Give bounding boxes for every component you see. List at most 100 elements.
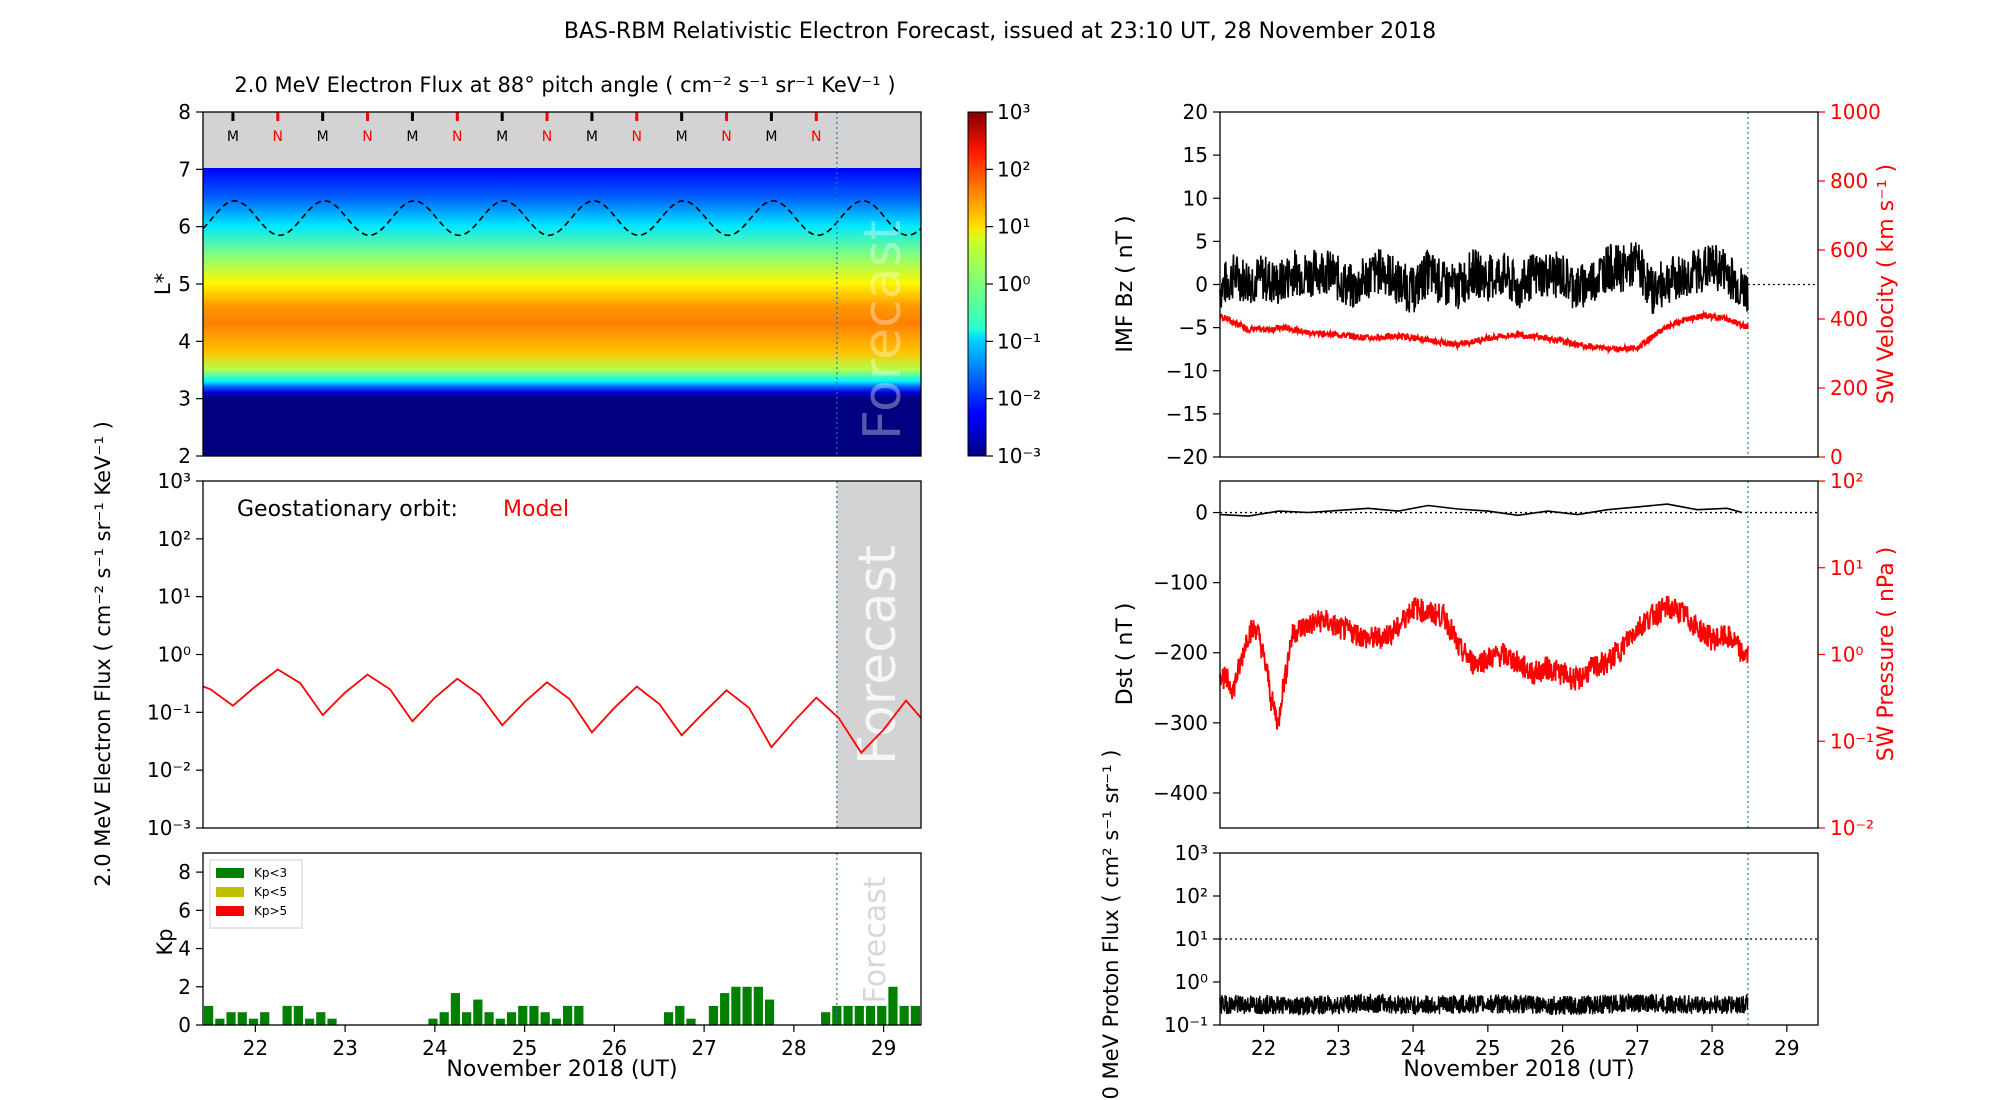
imf-y-tick-label: 0 (1195, 273, 1208, 297)
kp-bar (720, 993, 730, 1025)
sw-pressure-y-tick-label: 10¹ (1830, 556, 1863, 580)
lstar-y-tick-label: 3 (178, 387, 191, 411)
colorbar-tick-label: 10⁻¹ (997, 329, 1041, 353)
kp-bar (764, 999, 775, 1025)
lstar-above-boundary (203, 112, 921, 168)
imf-y-label: IMF Bz ( nT ) (1113, 215, 1138, 352)
kp-bar (877, 1005, 887, 1025)
kp-x-tick-label: 24 (422, 1036, 447, 1060)
kp-bar (731, 986, 741, 1025)
imf-frame (1219, 111, 1819, 458)
kp-x-tick-label: 26 (602, 1036, 627, 1060)
kp-bar (574, 1005, 584, 1025)
lstar-y-tick-label: 8 (178, 100, 191, 124)
sw-velocity-y-tick-label: 0 (1830, 445, 1843, 469)
proton-y-tick-label: 10² (1175, 884, 1208, 908)
sw-velocity-y-tick-label: 1000 (1830, 100, 1881, 124)
proton-x-tick-label: 28 (1699, 1036, 1724, 1060)
geo-orbit-label: Geostationary orbit: (237, 497, 458, 522)
kp-bar (506, 1012, 517, 1025)
kp-bar (226, 1012, 236, 1025)
dst-y-tick-label: −400 (1153, 781, 1208, 805)
kp-y-ticks: 0 2 4 6 8 (178, 860, 203, 1037)
kp-bars (204, 986, 920, 1025)
dst-y-tick-label: −300 (1153, 711, 1208, 735)
geo-panel: Forecast Geostationary orbit: Model 10⁻³… (91, 421, 922, 887)
imf-y-tick-label: −20 (1166, 445, 1208, 469)
kp-bar (260, 1012, 270, 1025)
kp-bar (450, 993, 461, 1025)
kp-bar (675, 1005, 685, 1025)
kp-bar (832, 1005, 842, 1025)
sw-pressure-y-tick-label: 10⁻² (1830, 816, 1874, 840)
lstar-y-tick-label: 2 (178, 444, 191, 468)
proton-y-tick-label: 10¹ (1175, 927, 1208, 951)
kp-bar (742, 986, 752, 1025)
geo-y-label: 2.0 MeV Electron Flux ( cm⁻² s⁻¹ sr⁻¹ Ke… (91, 421, 115, 887)
dst-y-ticks: −400 −300 −200 −100 0 (1153, 501, 1220, 805)
kp-legend-swatch-mid (216, 887, 244, 897)
kp-x-label: November 2018 (UT) (446, 1057, 677, 1082)
colorbar-tick-label: 10⁻³ (997, 444, 1041, 468)
kp-bar (686, 1018, 696, 1025)
proton-y-tick-label: 10⁻¹ (1164, 1013, 1208, 1037)
sw-velocity-line (1219, 309, 1749, 355)
proton-x-tick-label: 24 (1400, 1036, 1425, 1060)
proton-x-tick-label: 27 (1625, 1036, 1650, 1060)
kp-bar (910, 1005, 920, 1025)
sw-velocity-y-tick-label: 600 (1830, 238, 1868, 262)
mn-marker-label: N (811, 129, 821, 145)
kp-y-tick-label: 4 (178, 937, 191, 961)
geo-y-ticks: 10⁻³ 10⁻² 10⁻¹ 10⁰ 10¹ 10² 10³ (147, 469, 203, 840)
sw-pressure-y-tick-label: 10⁻¹ (1830, 729, 1874, 753)
sw-velocity-y-tick-label: 400 (1830, 307, 1868, 331)
lstar-y-label: L* (151, 273, 175, 295)
kp-bar (529, 1005, 539, 1025)
geo-y-tick-label: 10⁻¹ (147, 700, 191, 724)
geo-y-tick-label: 10² (158, 527, 191, 551)
lstar-y-ticks: 2 3 4 5 6 7 8 (178, 100, 203, 468)
dst-y-tick-label: −200 (1153, 641, 1208, 665)
sw-pressure-y-ticks: 10⁻² 10⁻¹ 10⁰ 10¹ 10² (1818, 469, 1874, 840)
lstar-heatmap (203, 168, 921, 456)
kp-legend: Kp<3 Kp<5 Kp>5 (209, 859, 303, 929)
mn-marker-label: N (273, 129, 283, 145)
geo-y-tick-label: 10¹ (158, 585, 191, 609)
imf-y-tick-label: −10 (1166, 359, 1208, 383)
proton-y-label: >10 MeV Proton Flux ( cm² s⁻¹ sr⁻¹ ) (1099, 750, 1123, 1100)
geo-forecast-shade (836, 481, 921, 828)
kp-legend-label-low: Kp<3 (254, 866, 287, 880)
mn-marker-label: M (765, 129, 777, 145)
geo-flux-line (202, 668, 922, 755)
imf-y-tick-label: −5 (1179, 316, 1208, 340)
mn-marker-label: M (406, 129, 418, 145)
kp-bar (327, 1018, 337, 1025)
kp-forecast-label: Forecast (858, 876, 893, 1003)
kp-y-label: Kp (153, 928, 177, 955)
lstar-title: 2.0 MeV Electron Flux at 88° pitch angle… (234, 73, 895, 97)
sw-pressure-y-label: SW Pressure ( nPa ) (1874, 547, 1899, 762)
proton-y-ticks: 10⁻¹ 10⁰ 10¹ 10² 10³ (1164, 841, 1220, 1037)
geo-y-tick-label: 10⁰ (158, 643, 191, 667)
proton-x-tick-label: 25 (1475, 1036, 1500, 1060)
kp-bar (439, 1012, 449, 1025)
kp-bar (248, 1018, 259, 1025)
mn-marker-label: M (317, 129, 329, 145)
kp-bar (899, 1005, 909, 1025)
mn-marker-label: N (542, 129, 552, 145)
kp-bar (843, 1005, 853, 1025)
figure-title: BAS-RBM Relativistic Electron Forecast, … (564, 19, 1436, 44)
mn-marker-label: N (721, 129, 731, 145)
geo-frame (202, 480, 922, 829)
sw-velocity-y-tick-label: 200 (1830, 376, 1868, 400)
magnetopause-line (202, 200, 922, 237)
mn-marker-label: N (362, 129, 372, 145)
lstar-y-tick-label: 4 (178, 329, 191, 353)
kp-x-tick-label: 25 (512, 1036, 537, 1060)
kp-bar (316, 1012, 326, 1025)
proton-x-tick-label: 26 (1550, 1036, 1575, 1060)
kp-bar (473, 999, 483, 1025)
geo-y-tick-label: 10⁻² (147, 758, 191, 782)
dst-frame (1219, 480, 1819, 829)
